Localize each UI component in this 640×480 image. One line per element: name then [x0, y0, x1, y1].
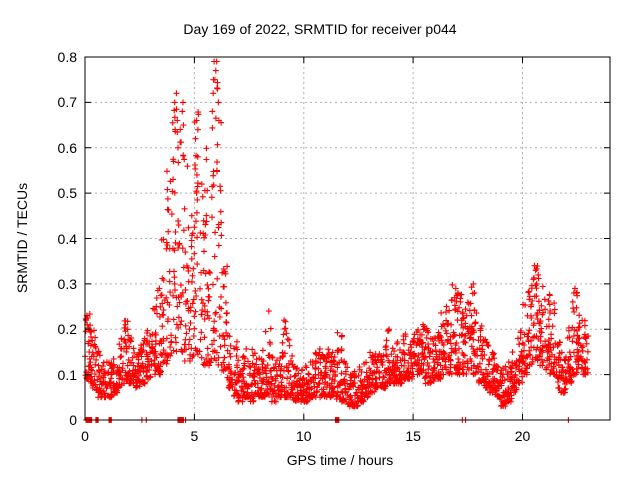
chart-title: Day 169 of 2022, SRMTID for receiver p04… [183, 21, 457, 37]
y-tick-label: 0.2 [57, 321, 77, 338]
y-tick-label: 0.7 [57, 94, 77, 111]
y-tick-label: 0.4 [57, 230, 77, 247]
y-tick-label: 0.8 [57, 49, 77, 65]
x-tick-label: 15 [405, 428, 421, 444]
x-tick-label: 10 [295, 428, 312, 444]
axis-ticks [84, 56, 610, 421]
x-tick-label: 20 [514, 428, 531, 444]
x-axis-label: GPS time / hours [286, 452, 394, 468]
x-tick-label: 0 [81, 428, 89, 444]
y-tick-label: 0.5 [57, 185, 77, 202]
scatter-points [82, 58, 592, 423]
y-tick-label: 0.3 [57, 275, 77, 292]
y-tick-label: 0.6 [57, 139, 77, 156]
y-tick-label: 0 [69, 412, 77, 428]
y-tick-label: 0.1 [57, 366, 77, 383]
x-tick-label: 5 [190, 428, 199, 444]
